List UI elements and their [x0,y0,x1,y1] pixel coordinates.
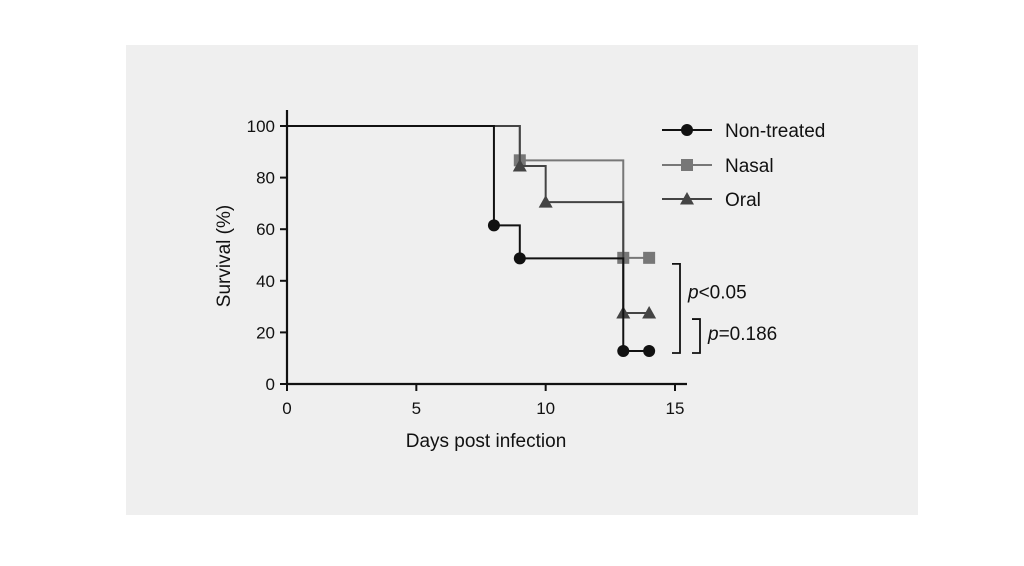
y-tick-label: 60 [256,220,275,239]
legend-label-nasal: Nasal [725,156,774,177]
survival-curve-oral [287,125,650,315]
p-symbol: p [707,324,719,345]
p-symbol: p [687,282,699,303]
p-value-text: =0.186 [719,324,778,345]
x-ticks: 0 5 10 15 [282,384,684,418]
y-axis-title: Survival (%) [214,205,235,307]
series-oral [287,125,657,319]
legend-entry-non-treated: Non-treated [662,121,825,142]
data-point-nasal [643,251,656,264]
legend-label-non-treated: Non-treated [725,121,825,142]
p-value-label: p=0.186 [707,324,777,345]
x-tick-label: 15 [666,399,685,418]
y-tick-label: 40 [256,272,275,291]
p-value-bracket-2: p=0.186 [692,318,777,354]
legend-entry-nasal: Nasal [662,156,774,177]
series-non-treated [287,125,656,357]
legend-entry-oral: Oral [662,190,761,211]
legend-label-oral: Oral [725,190,761,211]
p-value-bracket-1: p<0.05 [672,262,747,354]
legend-marker-nasal [662,159,712,171]
y-tick-label: 100 [247,117,275,136]
y-tick-label: 20 [256,323,275,342]
survival-curve-non-treated [287,125,650,352]
legend-marker-non-treated [662,124,712,136]
figure-panel [126,45,918,515]
p-value-annotations: p<0.05p=0.186 [672,262,777,354]
series-nasal [287,125,656,264]
survival-curve-nasal [287,125,650,259]
data-point-non-treated [513,252,526,265]
data-point-oral [538,195,553,208]
data-point-oral [512,158,527,172]
axes: 0 20 40 60 80 100 0 5 10 15 Survival (%) Days po… [214,110,687,452]
legend-symbol-oral [680,192,694,205]
data-point-non-treated [617,344,630,357]
data-point-non-treated [487,219,500,232]
p-value-label: p<0.05 [687,282,747,303]
legend: Non-treated Nasal Oral [662,121,825,211]
y-tick-label: 80 [256,169,275,188]
legend-symbol-nasal [681,159,693,171]
x-tick-label: 10 [536,399,555,418]
p-value-text: <0.05 [699,282,747,303]
y-tick-label: 0 [266,375,275,394]
x-tick-label: 5 [412,399,421,418]
x-axis-title: Days post infection [406,431,567,452]
bracket-line [672,262,681,354]
legend-symbol-non-treated [681,124,693,136]
x-tick-label: 0 [282,399,291,418]
bracket-line [692,318,701,354]
legend-marker-oral [662,192,712,205]
data-point-non-treated [643,344,656,357]
y-ticks: 0 20 40 60 80 100 [247,117,287,394]
series-layer [287,125,657,357]
data-point-oral [642,306,657,319]
